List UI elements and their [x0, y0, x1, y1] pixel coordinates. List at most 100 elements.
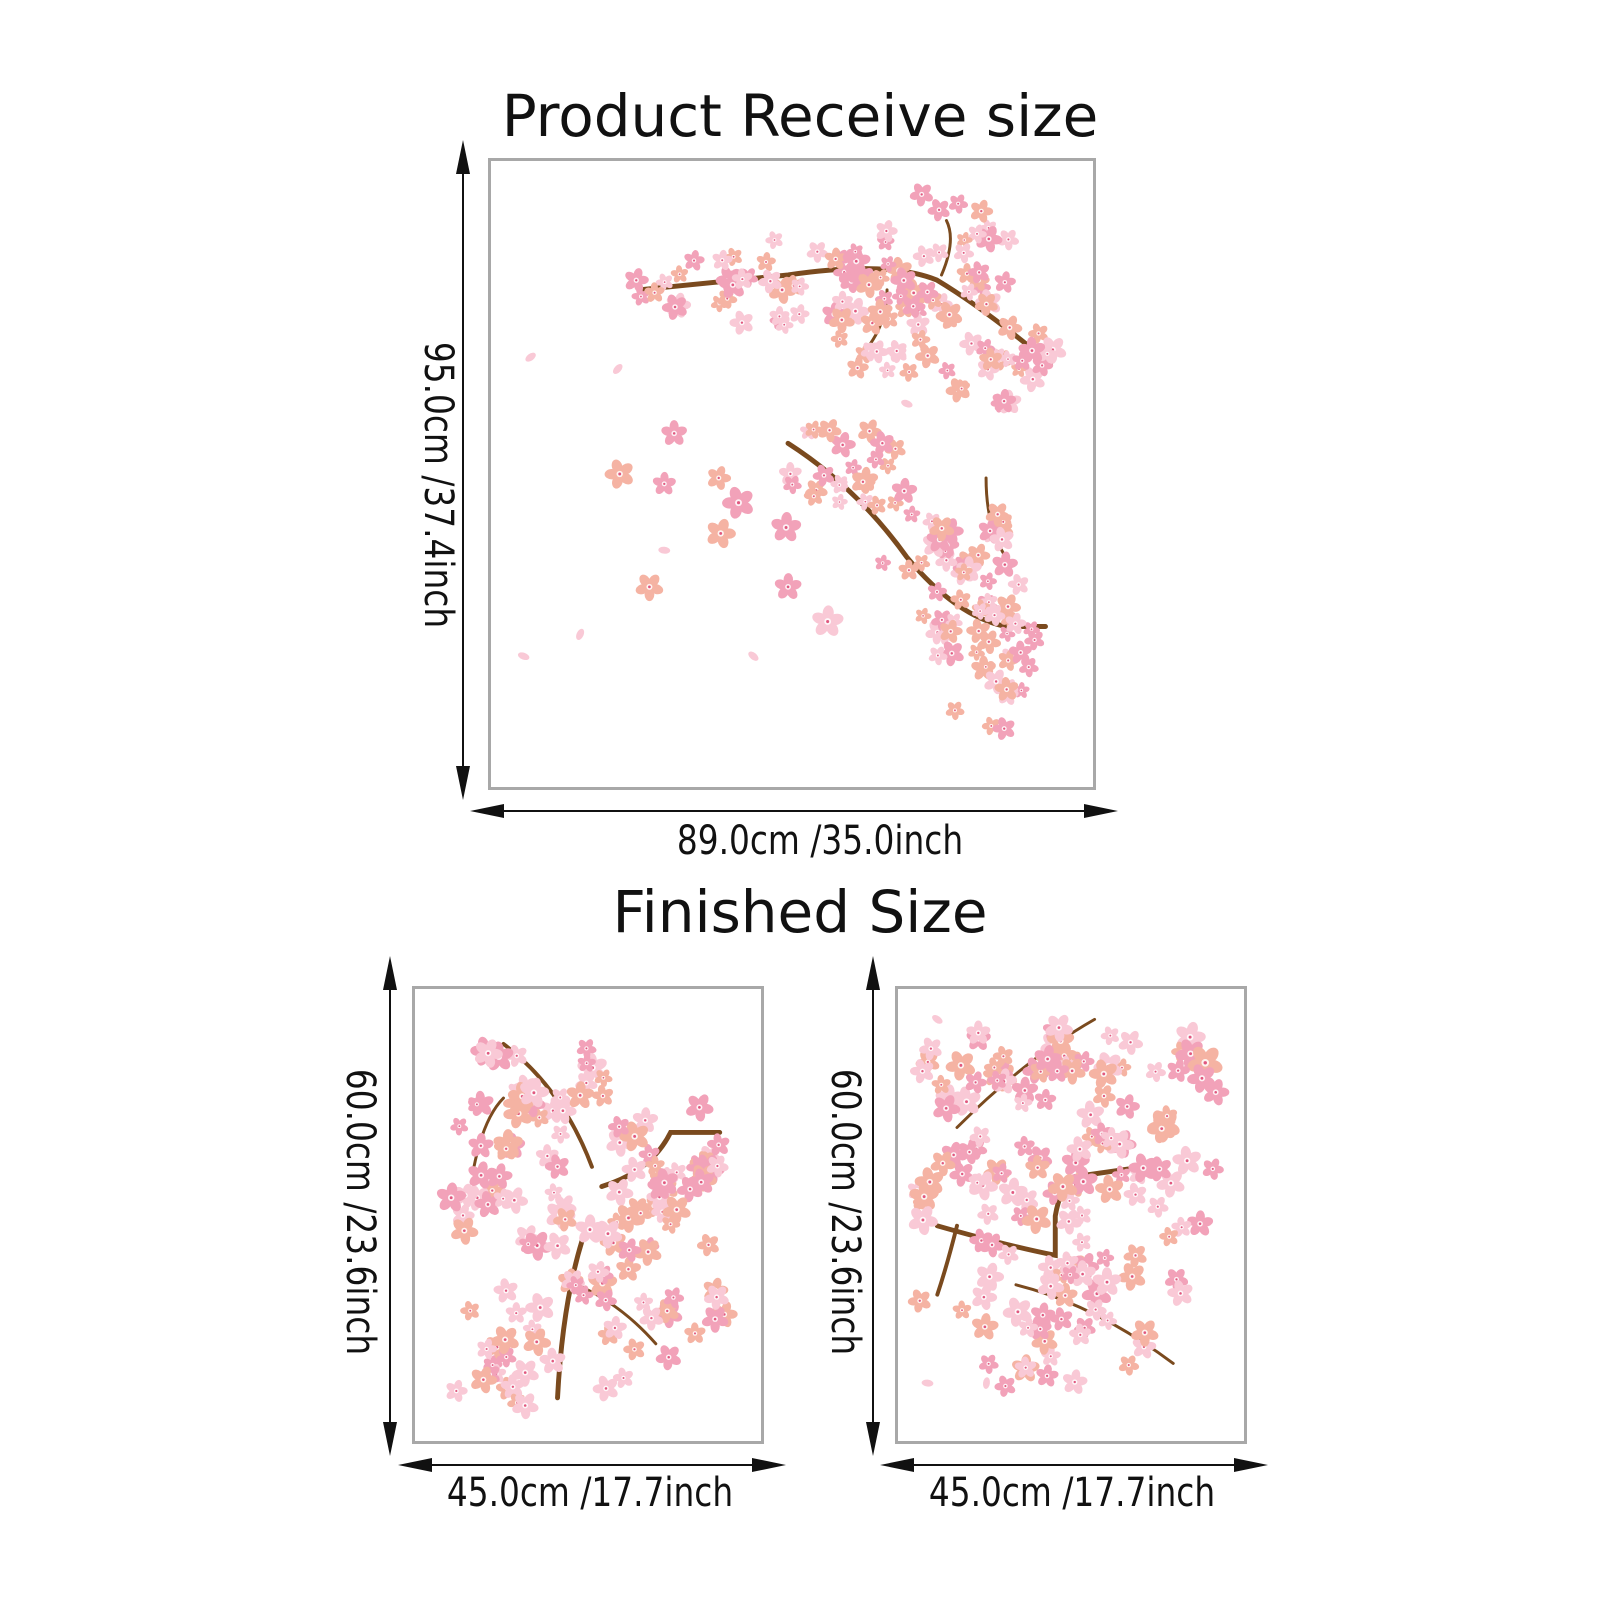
blossom-icon — [603, 1315, 627, 1339]
blossom-icon — [1024, 630, 1045, 651]
blossom-icon — [929, 243, 949, 263]
blossom-icon — [1014, 1135, 1035, 1157]
blossom-icon — [722, 486, 753, 519]
width-arrow-right — [880, 1458, 1268, 1472]
blossom-icon — [539, 1347, 566, 1374]
blossom-icon — [623, 1338, 645, 1361]
blossom-icon — [1118, 1355, 1140, 1376]
blossom-icon — [661, 420, 687, 445]
blossom-icon — [935, 301, 963, 329]
blossom-icon — [512, 1393, 539, 1420]
blossom-icon — [933, 1095, 961, 1123]
blossom-icon — [550, 1097, 577, 1125]
blossom-icon — [1123, 1182, 1147, 1206]
blossom-icon — [812, 464, 835, 487]
blossom-icon — [994, 1375, 1016, 1397]
blossom-icon — [1062, 1369, 1088, 1394]
blossom-icon — [1014, 1188, 1039, 1213]
blossom-icon — [831, 290, 853, 311]
blossom-icon — [649, 1168, 678, 1197]
blossom-icon — [847, 356, 869, 379]
blossom-icon — [1072, 1232, 1091, 1252]
blossom-icon — [1005, 612, 1027, 634]
blossom-icon — [945, 701, 965, 721]
blossom-icon — [595, 1289, 617, 1312]
blossom-icon — [984, 604, 1006, 626]
finished-sheet-right — [895, 986, 1247, 1444]
blossom-icon — [953, 243, 975, 264]
blossom-icon — [1069, 1323, 1092, 1346]
branch — [472, 1096, 505, 1169]
blossom-icon — [1025, 1154, 1050, 1179]
blossom-icon — [1176, 1021, 1206, 1053]
blossom-icon — [1172, 1145, 1201, 1175]
receive-sheet-panel — [488, 158, 1096, 790]
blossom-icon — [1131, 1320, 1159, 1347]
blossom-icon — [1045, 1059, 1069, 1082]
blossom-icon — [686, 1094, 714, 1122]
blossom-icon — [1061, 1266, 1080, 1285]
branch — [935, 1223, 959, 1297]
blossom-icon — [791, 277, 810, 296]
blossom-icon — [948, 194, 969, 214]
blossom-icon — [992, 551, 1018, 577]
blossom-icon — [919, 1037, 942, 1061]
blossom-icon — [1147, 1196, 1169, 1218]
blossom-icon — [460, 1300, 479, 1321]
blossom-icon — [661, 294, 687, 320]
blossom-icon — [1167, 1280, 1193, 1306]
blossom-icon — [576, 1039, 597, 1059]
blossom-icon — [1034, 1088, 1057, 1110]
blossom-icon — [909, 1181, 939, 1210]
petal — [982, 1377, 990, 1389]
blossom-icon — [706, 1155, 729, 1178]
blossom-icon — [436, 1182, 467, 1212]
blossom-icon — [731, 268, 753, 289]
width-arrow-left — [398, 1458, 786, 1472]
petal — [658, 546, 671, 554]
blossom-icon — [1145, 1061, 1166, 1083]
blossom-icon — [606, 1179, 634, 1207]
blossom-icon — [701, 1307, 729, 1333]
blossom-icon — [1092, 1267, 1122, 1295]
blossom-icon — [980, 1233, 1005, 1258]
blossom-icon — [1118, 1030, 1144, 1055]
blossom-icon — [832, 493, 848, 510]
blossom-icon — [911, 330, 931, 350]
blossom-icon — [999, 350, 1016, 368]
blossom-icon — [927, 581, 947, 602]
blossom-icon — [891, 477, 918, 503]
blossom-icon — [806, 242, 829, 263]
blossom-icon — [446, 1379, 468, 1402]
blossom-icon — [899, 363, 919, 382]
blossom-icon — [967, 543, 991, 567]
blossom-icon — [707, 518, 736, 549]
blossom-icon — [525, 1293, 554, 1322]
blossom-icon — [829, 308, 855, 334]
blossom-icon — [1037, 1273, 1065, 1300]
blossom-icon — [1117, 1263, 1146, 1291]
blossom-icon — [607, 1116, 629, 1138]
cherry-blossom-artwork — [517, 183, 1067, 740]
blossom-icon — [652, 471, 676, 495]
blossom-icon — [992, 1045, 1013, 1067]
blossom-icon — [998, 229, 1020, 251]
blossom-icon — [913, 554, 931, 572]
finished-sheet-left — [412, 986, 764, 1444]
blossom-icon — [927, 199, 950, 222]
blossom-icon — [575, 1214, 605, 1243]
blossom-icon — [972, 1284, 998, 1310]
blossom-icon — [907, 1289, 931, 1313]
blossom-icon — [980, 572, 998, 590]
blossom-icon — [999, 625, 1016, 642]
blossom-icon — [969, 1126, 991, 1148]
cherry-blossom-artwork-right — [907, 1014, 1230, 1397]
petal — [748, 651, 759, 661]
blossom-icon — [587, 1261, 610, 1283]
finished-right-width-label: 45.0cm /17.7inch — [928, 1470, 1216, 1516]
petal — [525, 352, 536, 362]
blossom-icon — [663, 1287, 685, 1309]
blossom-icon — [1058, 1058, 1086, 1085]
cherry-blossom-artwork-left — [436, 1036, 738, 1420]
blossom-icon — [1116, 1094, 1140, 1119]
